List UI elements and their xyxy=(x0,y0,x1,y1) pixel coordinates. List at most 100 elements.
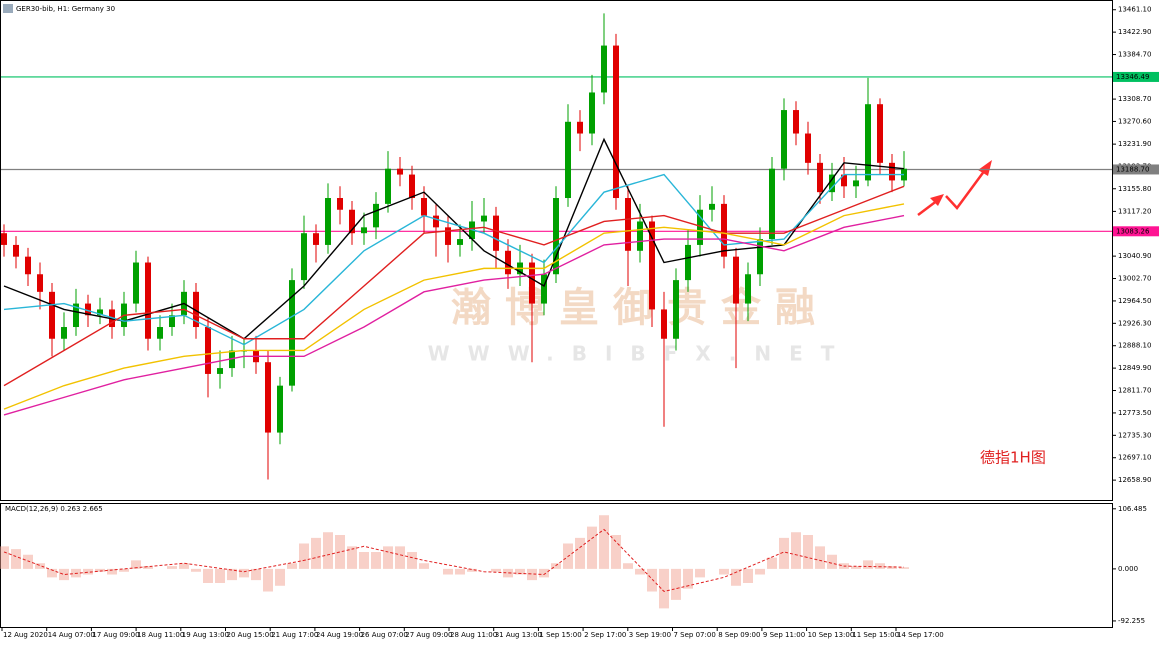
x-tick-label: 21 Aug 17:00 xyxy=(271,631,318,639)
x-tick-label: 24 Aug 19:00 xyxy=(316,631,363,639)
candle-body xyxy=(829,174,835,193)
candle-body xyxy=(373,203,379,228)
candle-body xyxy=(553,198,559,275)
x-tick-label: 7 Sep 07:00 xyxy=(674,631,716,639)
level-tag xyxy=(1113,71,1159,82)
candle-body xyxy=(709,203,715,210)
y-tick-label: 13231.90 xyxy=(1118,140,1151,148)
x-tick-label: 9 Sep 11:00 xyxy=(763,631,805,639)
x-tick-label: 28 Aug 11:00 xyxy=(450,631,497,639)
candle-body xyxy=(805,133,811,163)
level-tag xyxy=(1113,226,1159,237)
y-tick-label: 13155.80 xyxy=(1118,185,1151,193)
x-tick-label: 11 Sep 15:00 xyxy=(852,631,899,639)
candle-body xyxy=(793,110,799,134)
candle-body xyxy=(505,250,511,275)
candle-body xyxy=(649,221,655,310)
y-tick-label: 12658.90 xyxy=(1118,476,1151,484)
x-tick-label: 20 Aug 15:00 xyxy=(227,631,274,639)
candle-body xyxy=(601,45,607,93)
candle-body xyxy=(97,309,103,316)
candle-body xyxy=(145,262,151,339)
candle-body xyxy=(661,309,667,339)
x-tick-label: 14 Sep 17:00 xyxy=(897,631,944,639)
candle-body xyxy=(13,244,19,257)
moving-average xyxy=(3,214,905,416)
candle-body xyxy=(457,239,463,245)
x-tick-label: 3 Sep 19:00 xyxy=(629,631,671,639)
candle-body xyxy=(673,280,679,339)
candle-body xyxy=(745,274,751,304)
moving-average xyxy=(3,185,905,387)
candle-body xyxy=(421,198,427,216)
y-tick-label: 106.485 xyxy=(1118,505,1147,513)
symbol-icon xyxy=(3,4,13,13)
macd-title: MACD(12,26,9) 0.263 2.665 xyxy=(5,505,103,513)
y-tick-label: 13040.90 xyxy=(1118,252,1151,260)
candle-body xyxy=(397,168,403,175)
candle-body xyxy=(313,233,319,245)
x-tick-label: 17 Aug 09:00 xyxy=(92,631,139,639)
candle-body xyxy=(877,104,883,163)
candle-body xyxy=(685,244,691,281)
candle-body xyxy=(733,256,739,304)
y-tick-label: 13308.70 xyxy=(1118,95,1151,103)
candle-body xyxy=(613,45,619,199)
watermark: 瀚博皇御贵金融 xyxy=(451,285,829,331)
candle-body xyxy=(841,174,847,187)
y-tick-label: 12697.10 xyxy=(1118,454,1151,462)
candle-body xyxy=(385,168,391,204)
candle-body xyxy=(1,233,7,245)
candle-body xyxy=(565,121,571,199)
y-tick-label: 12964.50 xyxy=(1118,297,1151,305)
watermark-url: WWW.BIBFX.NET xyxy=(428,342,853,366)
candle-body xyxy=(25,256,31,275)
x-tick-label: 27 Aug 09:00 xyxy=(405,631,452,639)
candle-body xyxy=(529,262,535,304)
level-tag xyxy=(1113,164,1159,175)
candle-body xyxy=(853,180,859,187)
candle-body xyxy=(409,174,415,199)
candle-body xyxy=(361,227,367,234)
candle-body xyxy=(781,110,787,169)
y-tick-label: 13002.70 xyxy=(1118,275,1151,283)
candle-body xyxy=(217,368,223,374)
candle-body xyxy=(625,198,631,251)
candle-body xyxy=(301,233,307,281)
x-tick-label: 8 Sep 09:00 xyxy=(718,631,760,639)
candle-body xyxy=(349,209,355,234)
candle-body xyxy=(169,315,175,328)
x-tick-label: 18 Aug 11:00 xyxy=(137,631,184,639)
y-tick-label: 13461.10 xyxy=(1118,6,1151,14)
y-tick-label: -92.255 xyxy=(1118,617,1145,625)
candle-body xyxy=(325,198,331,245)
candle-body xyxy=(337,198,343,210)
moving-average xyxy=(3,203,905,410)
candle-body xyxy=(73,303,79,328)
x-tick-label: 19 Aug 13:00 xyxy=(182,631,229,639)
candle-body xyxy=(481,215,487,222)
x-tick-label: 31 Aug 13:00 xyxy=(495,631,542,639)
candle-body xyxy=(157,327,163,339)
candle-body xyxy=(721,203,727,257)
chart-title: GER30-bib, H1: Germany 30 xyxy=(16,5,115,13)
candle-body xyxy=(49,291,55,339)
annotation: 德指1H图 xyxy=(980,449,1046,467)
candle-body xyxy=(769,168,775,240)
candle-body xyxy=(493,215,499,251)
candle-body xyxy=(637,221,643,251)
y-tick-label: 12773.50 xyxy=(1118,409,1151,417)
x-tick-label: 10 Sep 13:00 xyxy=(808,631,855,639)
y-tick-label: 12811.70 xyxy=(1118,387,1151,395)
y-tick-label: 12888.10 xyxy=(1118,342,1151,350)
x-tick-label: 12 Aug 2020 xyxy=(3,631,48,639)
candle-body xyxy=(289,280,295,386)
candle-body xyxy=(757,239,763,275)
candle-body xyxy=(193,291,199,328)
y-tick-label: 13422.90 xyxy=(1118,28,1151,36)
y-tick-label: 12735.30 xyxy=(1118,431,1151,439)
level-label: 13188.70 xyxy=(1116,165,1149,173)
y-tick-label: 0.000 xyxy=(1118,565,1138,573)
candle-body xyxy=(133,262,139,304)
candle-body xyxy=(85,303,91,316)
